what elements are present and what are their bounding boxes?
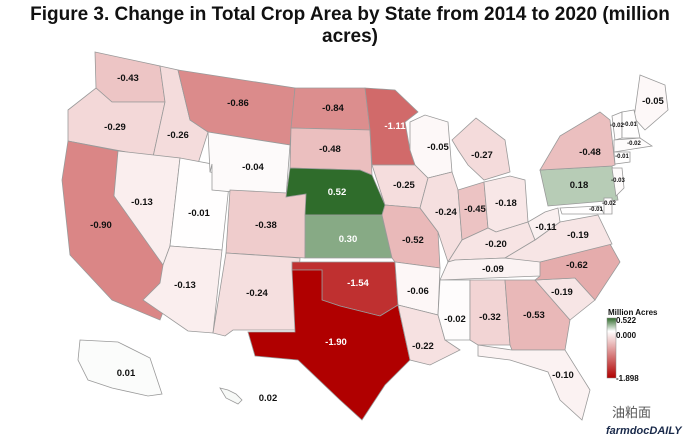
state-label-alabama: -0.32 <box>479 312 501 323</box>
legend-min-label: -1.898 <box>616 374 639 383</box>
state-label-louisiana: -0.22 <box>412 341 434 352</box>
state-label-texas: -1.90 <box>325 337 347 348</box>
state-michigan <box>451 117 511 181</box>
legend-title: Million Acres <box>608 308 658 317</box>
state-hawaii <box>219 387 243 405</box>
state-label-kansas: 0.30 <box>339 234 358 245</box>
state-label-georgia: -0.53 <box>523 310 545 321</box>
state-label-alaska: 0.01 <box>117 368 136 379</box>
state-label-south-carolina: -0.19 <box>551 287 573 298</box>
state-label-new-hampshire: -0.01 <box>623 122 637 128</box>
legend-max-label: 0.522 <box>616 316 637 325</box>
state-label-idaho: -0.26 <box>167 130 189 141</box>
state-new-jersey <box>611 167 625 197</box>
legend-mid-label: 0.000 <box>616 331 637 340</box>
state-label-mississippi: -0.02 <box>444 314 466 325</box>
state-arizona <box>142 245 223 334</box>
state-label-colorado: -0.38 <box>255 220 277 231</box>
state-massachusetts <box>613 137 654 153</box>
legend-color-bar <box>606 317 617 379</box>
state-florida <box>477 344 591 421</box>
state-label-illinois: -0.24 <box>435 207 457 218</box>
state-label-virginia: -0.19 <box>567 230 589 241</box>
state-new-mexico <box>212 252 301 337</box>
state-label-vermont: -0.02 <box>610 123 624 129</box>
state-label-north-dakota: -0.84 <box>322 103 344 114</box>
state-label-wyoming: -0.04 <box>242 162 264 173</box>
brand-logo-text: farmdocDAILY <box>606 425 682 437</box>
state-label-ohio: -0.18 <box>495 198 517 209</box>
state-label-new-mexico: -0.24 <box>246 288 268 299</box>
state-label-nebraska: 0.52 <box>328 187 347 198</box>
state-label-washington: -0.43 <box>117 73 139 84</box>
state-label-nevada: -0.13 <box>131 197 153 208</box>
state-delaware <box>603 197 613 215</box>
state-label-michigan: -0.27 <box>471 150 493 161</box>
state-label-kentucky: -0.20 <box>485 239 507 250</box>
state-label-california: -0.90 <box>90 220 112 231</box>
state-label-south-dakota: -0.48 <box>319 144 341 155</box>
state-label-arkansas: -0.06 <box>407 286 429 297</box>
state-alabama <box>469 279 511 346</box>
state-label-montana: -0.86 <box>227 98 249 109</box>
state-west-virginia <box>527 207 561 241</box>
state-label-pennsylvania: 0.18 <box>570 180 589 191</box>
state-label-iowa: -0.25 <box>393 180 415 191</box>
state-label-north-carolina: -0.62 <box>566 260 588 271</box>
state-texas <box>247 269 411 421</box>
state-label-new-york: -0.48 <box>579 147 601 158</box>
state-label-utah: -0.01 <box>188 208 210 219</box>
state-new-york <box>539 111 616 171</box>
state-label-oklahoma: -1.54 <box>347 278 369 289</box>
state-maine <box>633 74 669 131</box>
state-label-delaware: -0.02 <box>602 201 616 207</box>
state-label-wisconsin: -0.05 <box>427 142 449 153</box>
watermark-text: 油粕面 <box>612 405 652 420</box>
state-alaska <box>77 339 163 397</box>
state-label-tennessee: -0.09 <box>482 264 504 275</box>
state-label-minnesota: -1.11 <box>384 121 406 132</box>
state-label-maine: -0.05 <box>642 96 664 107</box>
state-label-arizona: -0.13 <box>174 280 196 291</box>
state-mississippi <box>437 279 471 341</box>
state-label-massachusetts: -0.02 <box>627 141 641 147</box>
state-label-maryland: -0.01 <box>589 207 603 213</box>
state-label-oregon: -0.29 <box>104 122 126 133</box>
state-label-indiana: -0.45 <box>464 204 486 215</box>
state-label-florida: -0.10 <box>552 370 574 381</box>
state-label-west-virginia: -0.11 <box>535 222 557 233</box>
state-label-new-jersey: -0.03 <box>611 178 625 184</box>
state-label-connecticut: -0.01 <box>615 154 629 160</box>
figure-title: Figure 3. Change in Total Crop Area by S… <box>30 4 670 47</box>
state-connecticut <box>613 151 631 165</box>
state-wyoming <box>207 131 291 198</box>
state-label-missouri: -0.52 <box>402 235 424 246</box>
state-label-hawaii: 0.02 <box>259 393 278 404</box>
